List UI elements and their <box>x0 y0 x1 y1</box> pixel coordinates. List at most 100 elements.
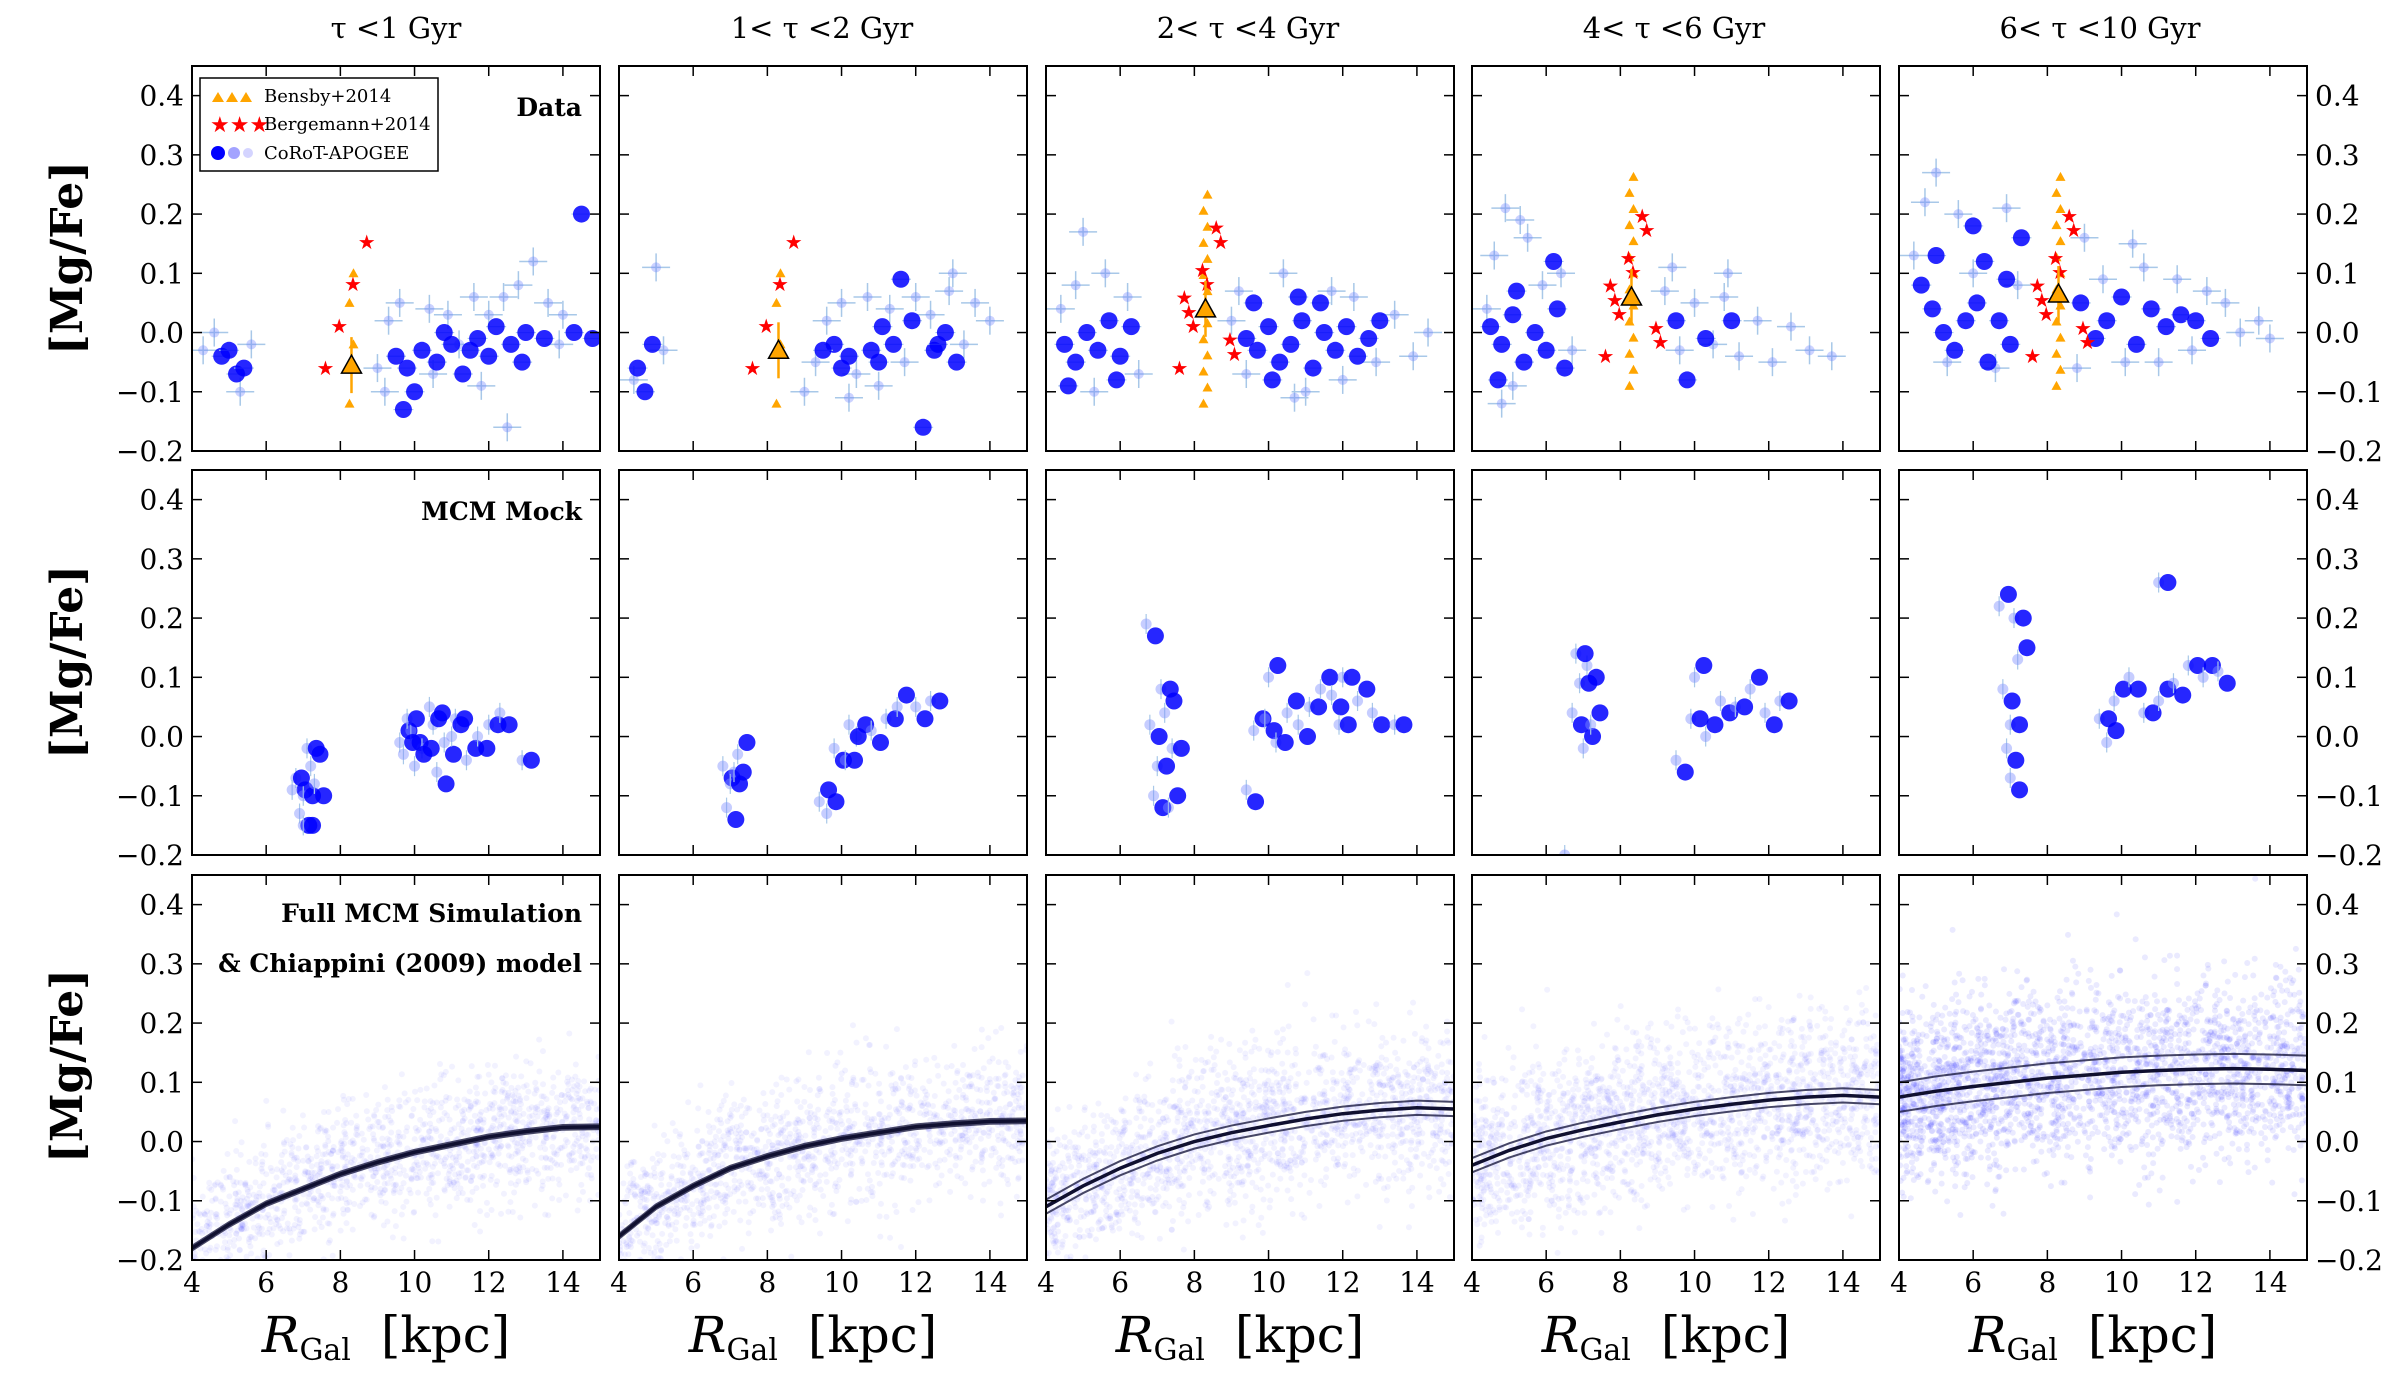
sim-point <box>859 1076 866 1083</box>
sim-point <box>1163 1166 1170 1173</box>
sim-point <box>379 1142 386 1149</box>
sim-point <box>865 1082 872 1089</box>
sim-point <box>308 1169 315 1176</box>
sim-point <box>1091 1152 1098 1159</box>
sim-point <box>255 1222 262 1229</box>
sim-point <box>578 1142 585 1149</box>
sim-point <box>498 1142 505 1149</box>
sim-point <box>433 1154 440 1161</box>
sim-point <box>489 1105 496 1112</box>
sim-point <box>1430 1101 1437 1108</box>
sim-point <box>741 1145 748 1152</box>
sim-point <box>797 1104 804 1111</box>
sim-point <box>1169 1217 1176 1224</box>
bergemann-point: ★ <box>785 230 803 254</box>
sim-point <box>1016 1074 1023 1081</box>
sim-point <box>879 1120 886 1127</box>
sim-point <box>989 1127 996 1134</box>
sim-point <box>437 1104 444 1111</box>
sim-point <box>313 1153 320 1160</box>
sim-point <box>444 1182 451 1189</box>
data-point-small <box>483 309 494 320</box>
sim-point <box>1230 1064 1237 1071</box>
sim-point <box>734 1186 741 1193</box>
sim-point <box>219 1184 226 1191</box>
sim-point <box>233 1179 240 1186</box>
sim-point <box>259 1193 266 1200</box>
sim-point <box>758 1186 765 1193</box>
sim-point <box>591 1086 598 1093</box>
sim-point <box>629 1158 636 1165</box>
sim-point <box>396 1189 403 1196</box>
sim-point <box>237 1151 244 1158</box>
sim-point <box>230 1178 237 1185</box>
sim-point <box>236 1246 243 1253</box>
sim-point <box>699 1186 706 1193</box>
sim-point <box>626 1210 633 1217</box>
sim-point <box>645 1244 652 1251</box>
sim-point <box>651 1193 658 1200</box>
sim-point <box>443 1093 450 1100</box>
sim-point <box>539 1178 546 1185</box>
sim-point <box>433 1194 440 1201</box>
sim-point <box>539 1182 546 1189</box>
sim-point <box>349 1226 356 1233</box>
sim-point <box>893 1108 900 1115</box>
sim-point <box>473 1098 480 1105</box>
sim-point <box>696 1173 703 1180</box>
sim-point <box>827 1124 834 1131</box>
sim-point <box>831 1097 838 1104</box>
sim-point <box>959 1076 966 1083</box>
sim-point <box>1229 1104 1236 1111</box>
sim-point <box>1370 1063 1377 1070</box>
sim-point <box>300 1191 307 1198</box>
sim-point <box>847 1160 854 1167</box>
sim-point <box>545 1212 552 1219</box>
sim-point <box>1239 1234 1246 1241</box>
sim-point <box>432 1125 439 1132</box>
sim-point <box>300 1157 307 1164</box>
bergemann-point: ★ <box>757 314 775 338</box>
sim-point <box>1072 1144 1079 1151</box>
sim-point <box>313 1144 320 1151</box>
sim-point <box>1013 1069 1020 1076</box>
data-point <box>2001 335 2019 353</box>
sim-point <box>209 1263 215 1269</box>
sim-point <box>1433 1165 1440 1172</box>
sim-point <box>777 1215 784 1222</box>
sim-point <box>674 1211 681 1218</box>
sim-point <box>322 1143 329 1150</box>
sim-point <box>1112 1119 1119 1126</box>
sim-point <box>866 1041 873 1048</box>
sim-point <box>1221 1172 1228 1179</box>
sim-point <box>763 1124 770 1131</box>
sim-point <box>265 1121 272 1128</box>
sim-point <box>1409 1184 1416 1191</box>
sim-point <box>1342 1046 1349 1053</box>
data-point-small <box>1719 292 1730 302</box>
sim-point <box>448 1126 455 1133</box>
data-point <box>1282 335 1300 353</box>
data-point <box>2142 300 2160 318</box>
sim-point <box>1321 1099 1328 1106</box>
sim-point <box>735 1184 742 1191</box>
sim-point <box>1303 1079 1310 1086</box>
sim-point <box>986 1076 993 1083</box>
data-point <box>1678 371 1696 389</box>
sim-point <box>892 1106 899 1113</box>
sim-point <box>538 1109 545 1116</box>
sim-point <box>245 1236 252 1243</box>
sim-point <box>248 1234 255 1241</box>
sim-point <box>533 1087 540 1094</box>
mock-point <box>478 739 496 757</box>
sim-point <box>993 1164 1000 1171</box>
sim-point <box>556 1181 563 1188</box>
sim-point <box>244 1277 250 1283</box>
sim-point <box>541 1108 548 1115</box>
data-point-small <box>1078 226 1089 237</box>
sim-point <box>1131 1216 1138 1223</box>
sim-point <box>995 1083 1002 1090</box>
sim-point <box>733 1155 740 1162</box>
data-point-small <box>1070 280 1081 291</box>
sim-point <box>627 1240 634 1247</box>
